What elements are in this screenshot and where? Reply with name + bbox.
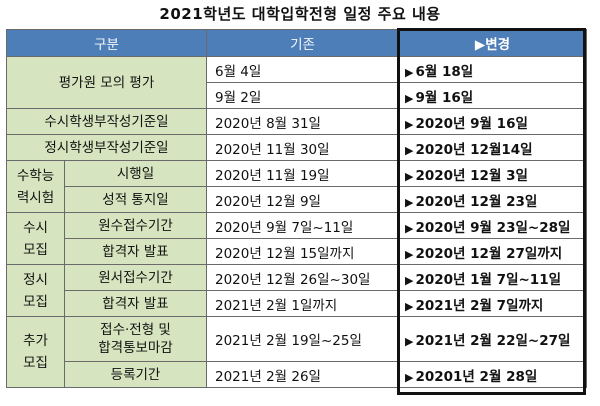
row-label-line: 력시험 [16, 189, 55, 206]
arrow-icon: ▶ [405, 65, 414, 79]
new-date-text: 6월 18일 [415, 63, 474, 80]
table-row: 합격자 발표 2020년 12월 15일까지 ▶ 2020년 12월 27일까지 [7, 238, 587, 265]
old-date: 2020년 12월 15일까지 [206, 238, 399, 265]
old-date: 2021년 2월 1일까지 [206, 290, 399, 317]
row-label-susi-record: 수시학생부작성기준일 [6, 108, 207, 135]
table-row: 등록기간 2021년 2월 26일 ▶ 20201년 2월 28일 [7, 361, 587, 388]
new-date-text: 2020년 9월 23일~28일 [415, 219, 571, 236]
sub-label: 합격자 발표 [64, 238, 207, 265]
table-row: 9월 2일 ▶ 9월 16일 [7, 82, 587, 109]
new-date-text: 2020년 1월 7일~11일 [415, 271, 562, 288]
table-row: 추가 모집 접수·전형 및 합격통보마감 2021년 2월 19일~25일 ▶ 202… [6, 316, 587, 388]
new-date-text: 2020년 12월 23일 [415, 193, 538, 210]
new-date: ▶ 20201년 2월 28일 [398, 361, 587, 388]
arrow-icon: ▶ [405, 299, 414, 313]
table-row: 수시학생부작성기준일 2020년 8월 31일 ▶ 2020년 9월 16일 [6, 108, 587, 135]
header-old: 기존 [206, 29, 399, 57]
sub-label: 합격자 발표 [64, 290, 207, 317]
old-date: 2020년 12월 9일 [206, 186, 399, 213]
old-date: 2020년 9월 7일~11일 [206, 212, 399, 239]
new-date-text: 2021년 2월 22일~27일 [415, 333, 571, 349]
new-date: ▶ 2020년 9월 23일~28일 [398, 212, 587, 239]
new-date: ▶ 6월 18일 [398, 56, 587, 83]
arrow-icon: ▶ [405, 370, 414, 384]
sub-label-line: 합격통보마감 [98, 340, 173, 356]
arrow-icon: ▶ [405, 143, 414, 157]
arrow-icon: ▶ [405, 221, 414, 235]
row-label-line: 정시 [23, 271, 48, 288]
new-date-text: 9월 16일 [415, 89, 474, 106]
old-date: 2020년 12월 26일~30일 [206, 264, 399, 291]
row-label-line: 모집 [23, 355, 48, 371]
row-label-mock-exam: 평가원 모의 평가 [6, 56, 207, 109]
new-date: ▶ 2020년 12월14일 [398, 134, 587, 161]
new-date: ▶ 2021년 2월 7일까지 [398, 290, 587, 317]
sub-label: 등록기간 [64, 361, 207, 388]
sub-label: 원서접수기간 [64, 264, 207, 291]
header-new-label: 변경 [485, 37, 511, 53]
row-label-line: 수시 [23, 219, 48, 236]
new-date-text: 20201년 2월 28일 [415, 368, 538, 385]
row-label-line: 모집 [23, 241, 48, 258]
table-row: 합격자 발표 2021년 2월 1일까지 ▶ 2021년 2월 7일까지 [7, 290, 587, 317]
arrow-icon: ▶ [405, 247, 414, 261]
table-row: 정시학생부작성기준일 2020년 11월 30일 ▶ 2020년 12월14일 [6, 134, 587, 161]
row-label-line: 모집 [23, 293, 48, 310]
new-date-text: 2020년 9월 16일 [415, 115, 528, 132]
old-date: 2020년 8월 31일 [206, 108, 399, 135]
new-date: ▶ 2020년 12월 23일 [398, 186, 587, 213]
new-date: ▶ 9월 16일 [398, 82, 587, 109]
new-date: ▶ 2020년 12월 27일까지 [398, 238, 587, 265]
old-date: 2020년 11월 30일 [206, 134, 399, 161]
sub-label-line: 접수·전형 및 [100, 322, 171, 338]
schedule-table: 구분 기존 ▶변경 평가원 모의 평가 6월 4일 ▶ 6월 18일 9월 2일 … [6, 29, 587, 388]
sub-label: 원수접수기간 [64, 212, 207, 239]
arrow-icon: ▶ [405, 335, 414, 348]
old-date: 2020년 11월 19일 [206, 160, 399, 187]
old-date: 9월 2일 [206, 82, 399, 109]
table-row: 성적 통지일 2020년 12월 9일 ▶ 2020년 12월 23일 [7, 186, 587, 213]
new-date-text: 2020년 12월 3일 [415, 167, 528, 184]
sub-label: 시행일 [64, 160, 207, 187]
new-date: ▶ 2020년 9월 16일 [398, 108, 587, 135]
arrow-icon: ▶ [405, 169, 414, 183]
new-date-text: 2020년 12월 27일까지 [415, 245, 563, 262]
table-row: 평가원 모의 평가 6월 4일 ▶ 6월 18일 [6, 56, 587, 109]
new-date: ▶ 2020년 12월 3일 [398, 160, 587, 187]
page-title: 2021학년도 대학입학전형 일정 주요 내용 [159, 5, 441, 23]
new-date-text: 2021년 2월 7일까지 [415, 297, 544, 314]
row-label-jeongsi-record: 정시학생부작성기준일 [6, 134, 207, 161]
old-date: 6월 4일 [206, 56, 399, 83]
arrow-icon: ▶ [405, 117, 414, 131]
row-label-line: 추가 [23, 333, 48, 349]
old-date: 2021년 2월 26일 [206, 361, 399, 388]
new-date: ▶ 2021년 2월 22일~27일 [398, 316, 587, 362]
row-label-line: 수학능 [16, 167, 55, 184]
arrow-icon: ▶ [405, 273, 414, 287]
new-date-text: 2020년 12월14일 [415, 141, 533, 158]
header-category: 구분 [6, 29, 207, 57]
sub-label: 성적 통지일 [64, 186, 207, 213]
arrow-icon: ▶ [405, 195, 414, 209]
arrow-icon: ▶ [474, 37, 486, 53]
header-new: ▶변경 [398, 29, 587, 57]
header-row: 구분 기존 ▶변경 [6, 29, 587, 57]
old-date: 2021년 2월 19일~25일 [206, 316, 399, 362]
new-date: ▶ 2020년 1월 7일~11일 [398, 264, 587, 291]
arrow-icon: ▶ [405, 91, 414, 105]
